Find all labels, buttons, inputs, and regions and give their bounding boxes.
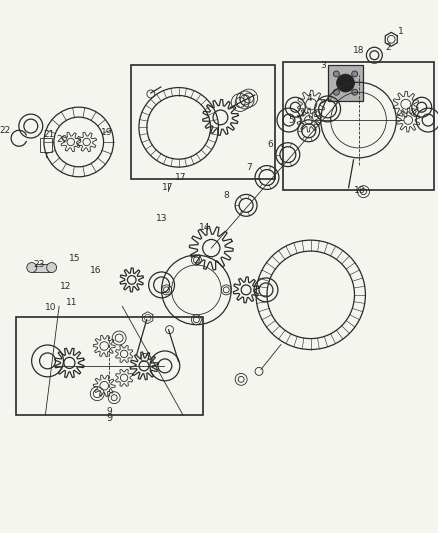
Text: 5: 5 [288,116,294,125]
Text: 1: 1 [398,27,404,36]
Text: 21: 21 [43,130,54,139]
Text: 9: 9 [106,413,112,423]
Circle shape [336,74,354,92]
Circle shape [27,263,37,272]
Text: 12: 12 [60,282,71,291]
Circle shape [47,263,57,272]
Text: 6: 6 [267,140,273,149]
Text: 9: 9 [106,408,112,416]
Text: 13: 13 [155,214,167,223]
Circle shape [352,89,358,95]
Text: 17: 17 [162,182,174,191]
Text: 4: 4 [307,94,313,103]
Circle shape [333,89,339,95]
Bar [40,138,52,151]
Text: 11: 11 [67,298,78,307]
Bar [32,264,52,271]
Text: 22: 22 [0,126,11,135]
Bar [16,317,203,415]
Text: 3: 3 [321,61,327,70]
Text: 14: 14 [199,223,211,232]
Circle shape [352,71,358,77]
Text: 10: 10 [45,303,56,312]
Text: 20: 20 [56,135,67,144]
Circle shape [333,71,339,77]
Text: 16: 16 [90,266,102,275]
Text: 23: 23 [33,261,44,269]
Text: 8: 8 [223,191,229,200]
Text: 18: 18 [354,186,365,195]
Bar [283,62,434,190]
Text: 18: 18 [353,45,364,54]
Text: 19: 19 [101,127,112,136]
Text: 17: 17 [175,173,187,182]
Text: 2: 2 [385,43,391,52]
Text: 7: 7 [246,163,252,172]
Text: 15: 15 [69,254,81,263]
Bar [131,65,275,179]
Bar [328,65,364,101]
